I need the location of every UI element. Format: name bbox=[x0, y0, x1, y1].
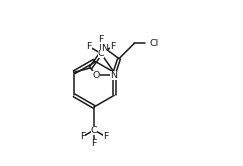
Text: F: F bbox=[91, 139, 97, 148]
Text: N: N bbox=[101, 44, 108, 53]
Text: N: N bbox=[110, 71, 117, 80]
Text: C: C bbox=[98, 49, 104, 58]
Text: F: F bbox=[110, 42, 115, 51]
Text: F: F bbox=[98, 35, 104, 44]
Text: F: F bbox=[87, 42, 92, 51]
Text: O: O bbox=[92, 71, 100, 80]
Text: F: F bbox=[103, 132, 108, 141]
Text: C: C bbox=[91, 125, 97, 134]
Text: Cl: Cl bbox=[149, 39, 158, 48]
Text: F: F bbox=[80, 132, 85, 141]
